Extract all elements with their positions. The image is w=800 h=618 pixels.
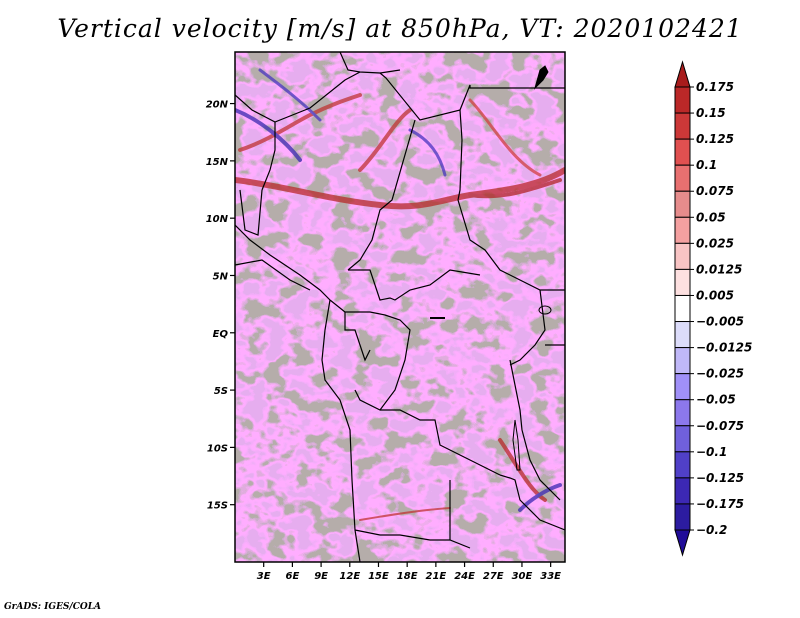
- colorbar-label: −0.075: [696, 419, 744, 433]
- lat-tick-label: 15S: [207, 501, 228, 512]
- colorbar-swatch: [674, 216, 691, 244]
- colorbar-swatch: [674, 399, 691, 427]
- colorbar-max-triangle: [674, 60, 691, 88]
- colorbar-label: 0.1: [696, 158, 717, 172]
- colorbar-label: −0.125: [696, 471, 744, 485]
- colorbar-swatch: [674, 86, 691, 114]
- lat-tick-label: EQ: [213, 329, 229, 340]
- chart-title: Vertical velocity [m/s] at 850hPa, VT: 2…: [57, 14, 743, 43]
- lon-tick-label: 21E: [425, 571, 446, 582]
- lon-tick-label: 27E: [483, 571, 504, 582]
- colorbar-label: 0.125: [696, 132, 734, 146]
- colorbar-swatch: [674, 268, 691, 296]
- lon-tick-label: 18E: [397, 571, 418, 582]
- colorbar-swatch: [674, 477, 691, 505]
- colorbar-label: 0.05: [696, 210, 726, 224]
- lat-tick-label: 5N: [213, 271, 229, 282]
- colorbar-swatch: [674, 347, 691, 375]
- colorbar-label: 0.025: [696, 236, 734, 250]
- map-frame: [234, 51, 566, 563]
- lat-tick-label: 10N: [206, 214, 229, 225]
- colorbar-swatch: [674, 294, 691, 323]
- colorbar-swatch: [674, 112, 691, 140]
- colorbar-label: −0.0125: [696, 341, 752, 355]
- vertical-velocity-field: [235, 52, 565, 562]
- colorbar-label: 0.075: [696, 184, 734, 198]
- lat-tick-label: 10S: [207, 443, 228, 454]
- colorbar-swatch: [674, 373, 691, 401]
- lon-tick-label: 15E: [368, 571, 389, 582]
- lakes: [430, 65, 552, 471]
- colorbar-min-triangle: [674, 529, 691, 557]
- lat-tick-label: 20N: [206, 100, 229, 111]
- colorbar-label: 0.005: [696, 288, 734, 302]
- colorbar-label: 0.0125: [696, 262, 742, 276]
- colorbar-label: −0.1: [696, 445, 727, 459]
- colorbar-label: 0.15: [696, 106, 726, 120]
- lon-tick-label: 30E: [512, 571, 533, 582]
- colorbar-swatch: [674, 503, 691, 531]
- colorbar-label: −0.175: [696, 497, 744, 511]
- colorbar-swatch: [674, 190, 691, 218]
- grads-credit: GrADS: IGES/COLA: [4, 602, 102, 612]
- colorbar-label: −0.05: [696, 393, 736, 407]
- colorbar-swatch: [674, 321, 691, 349]
- lon-tick-label: 24E: [454, 571, 475, 582]
- colorbar-swatch: [674, 164, 691, 192]
- colorbar-label: −0.2: [696, 523, 727, 537]
- lon-tick-label: 9E: [314, 571, 328, 582]
- lon-tick-label: 12E: [339, 571, 360, 582]
- colorbar-swatch: [674, 242, 691, 270]
- lat-tick-label: 15N: [206, 157, 229, 168]
- country-borders: [235, 52, 565, 562]
- colorbar-swatch: [674, 451, 691, 479]
- colorbar-swatch: [674, 138, 691, 166]
- lon-tick-label: 33E: [540, 571, 561, 582]
- lon-tick-label: 3E: [257, 571, 271, 582]
- lat-tick-label: 5S: [214, 386, 228, 397]
- longitude-axis: 3E 6E 9E 12E 15E 18E 21E 24E 27E 30E 33E: [257, 562, 561, 582]
- colorbar-label: −0.025: [696, 367, 744, 381]
- latitude-axis: 20N 15N 10N 5N EQ 5S 10S 15S: [206, 100, 235, 512]
- colorbar: 0.175 0.15 0.125 0.1 0.075 0.05 0.025 0.0125 0.0…: [674, 60, 752, 557]
- colorbar-swatch: [674, 425, 691, 453]
- colorbar-label: −0.005: [696, 315, 744, 329]
- lon-tick-label: 6E: [285, 571, 299, 582]
- colorbar-label: 0.175: [696, 80, 734, 94]
